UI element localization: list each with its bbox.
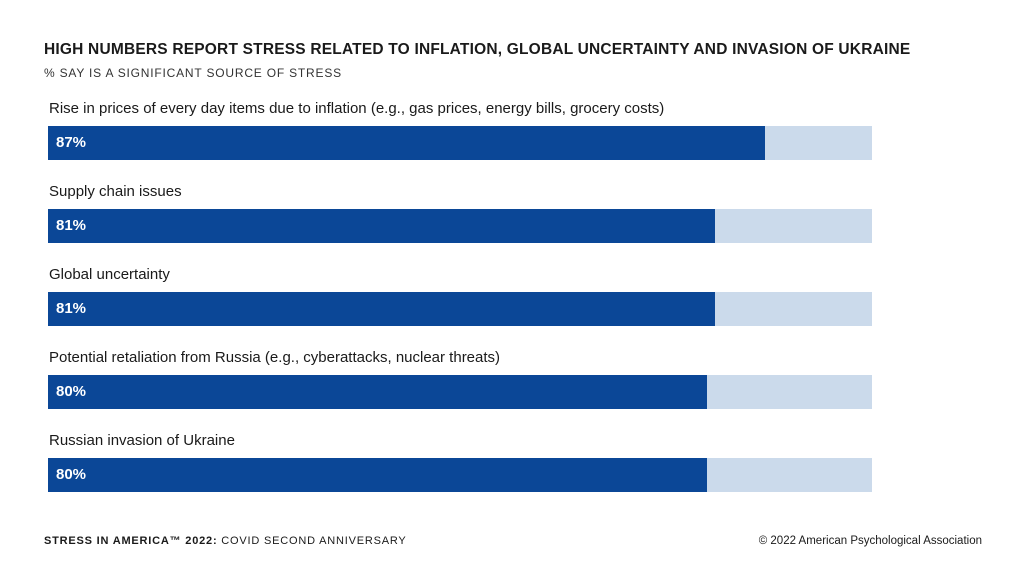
copyright-notice: © 2022 American Psychological Associatio… — [758, 535, 982, 547]
bar-category-label: Russian invasion of Ukraine — [49, 432, 235, 449]
bar-track: 80% — [48, 458, 872, 492]
report-series-subtitle: COVID SECOND ANNIVERSARY — [217, 535, 407, 547]
bar-category-label: Rise in prices of every day items due to… — [49, 100, 665, 117]
bar-track: 81% — [48, 209, 872, 243]
bar: 81% — [48, 209, 716, 243]
bar-row: Potential retaliation from Russia (e.g.,… — [48, 346, 872, 429]
report-series-credit: STRESS IN AMERICA™ 2022: COVID SECOND AN… — [44, 535, 407, 547]
bar-value-label: 81% — [56, 300, 87, 317]
bar-row: Rise in prices of every day items due to… — [48, 97, 872, 180]
bar-category-label: Global uncertainty — [49, 266, 170, 283]
chart-subtitle: % SAY IS A SIGNIFICANT SOURCE OF STRESS — [44, 66, 342, 80]
bar: 80% — [48, 375, 708, 409]
bar-category-label: Supply chain issues — [49, 183, 182, 200]
chart-title: HIGH NUMBERS REPORT STRESS RELATED TO IN… — [44, 41, 911, 58]
bar: 87% — [48, 126, 765, 160]
report-series-name: STRESS IN AMERICA™ 2022: — [44, 535, 218, 547]
bar-value-label: 80% — [56, 383, 87, 400]
bar-chart: Rise in prices of every day items due to… — [48, 97, 872, 512]
bar-track: 87% — [48, 126, 872, 160]
bar: 81% — [48, 292, 716, 326]
bar-category-label: Potential retaliation from Russia (e.g.,… — [49, 349, 501, 366]
bar: 80% — [48, 458, 708, 492]
bar-value-label: 80% — [56, 466, 87, 483]
bar-track: 81% — [48, 292, 872, 326]
bar-row: Supply chain issues 81% — [48, 180, 872, 263]
bar-value-label: 81% — [56, 217, 87, 234]
bar-value-label: 87% — [56, 134, 87, 151]
bar-track: 80% — [48, 375, 872, 409]
bar-row: Global uncertainty 81% — [48, 263, 872, 346]
bar-row: Russian invasion of Ukraine 80% — [48, 429, 872, 512]
